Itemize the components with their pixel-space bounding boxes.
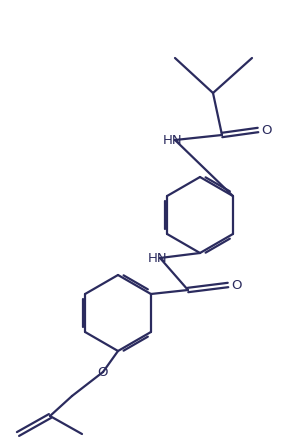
Text: O: O: [98, 366, 108, 379]
Text: HN: HN: [163, 134, 183, 146]
Text: HN: HN: [148, 251, 168, 264]
Text: O: O: [231, 279, 241, 292]
Text: O: O: [261, 124, 271, 137]
